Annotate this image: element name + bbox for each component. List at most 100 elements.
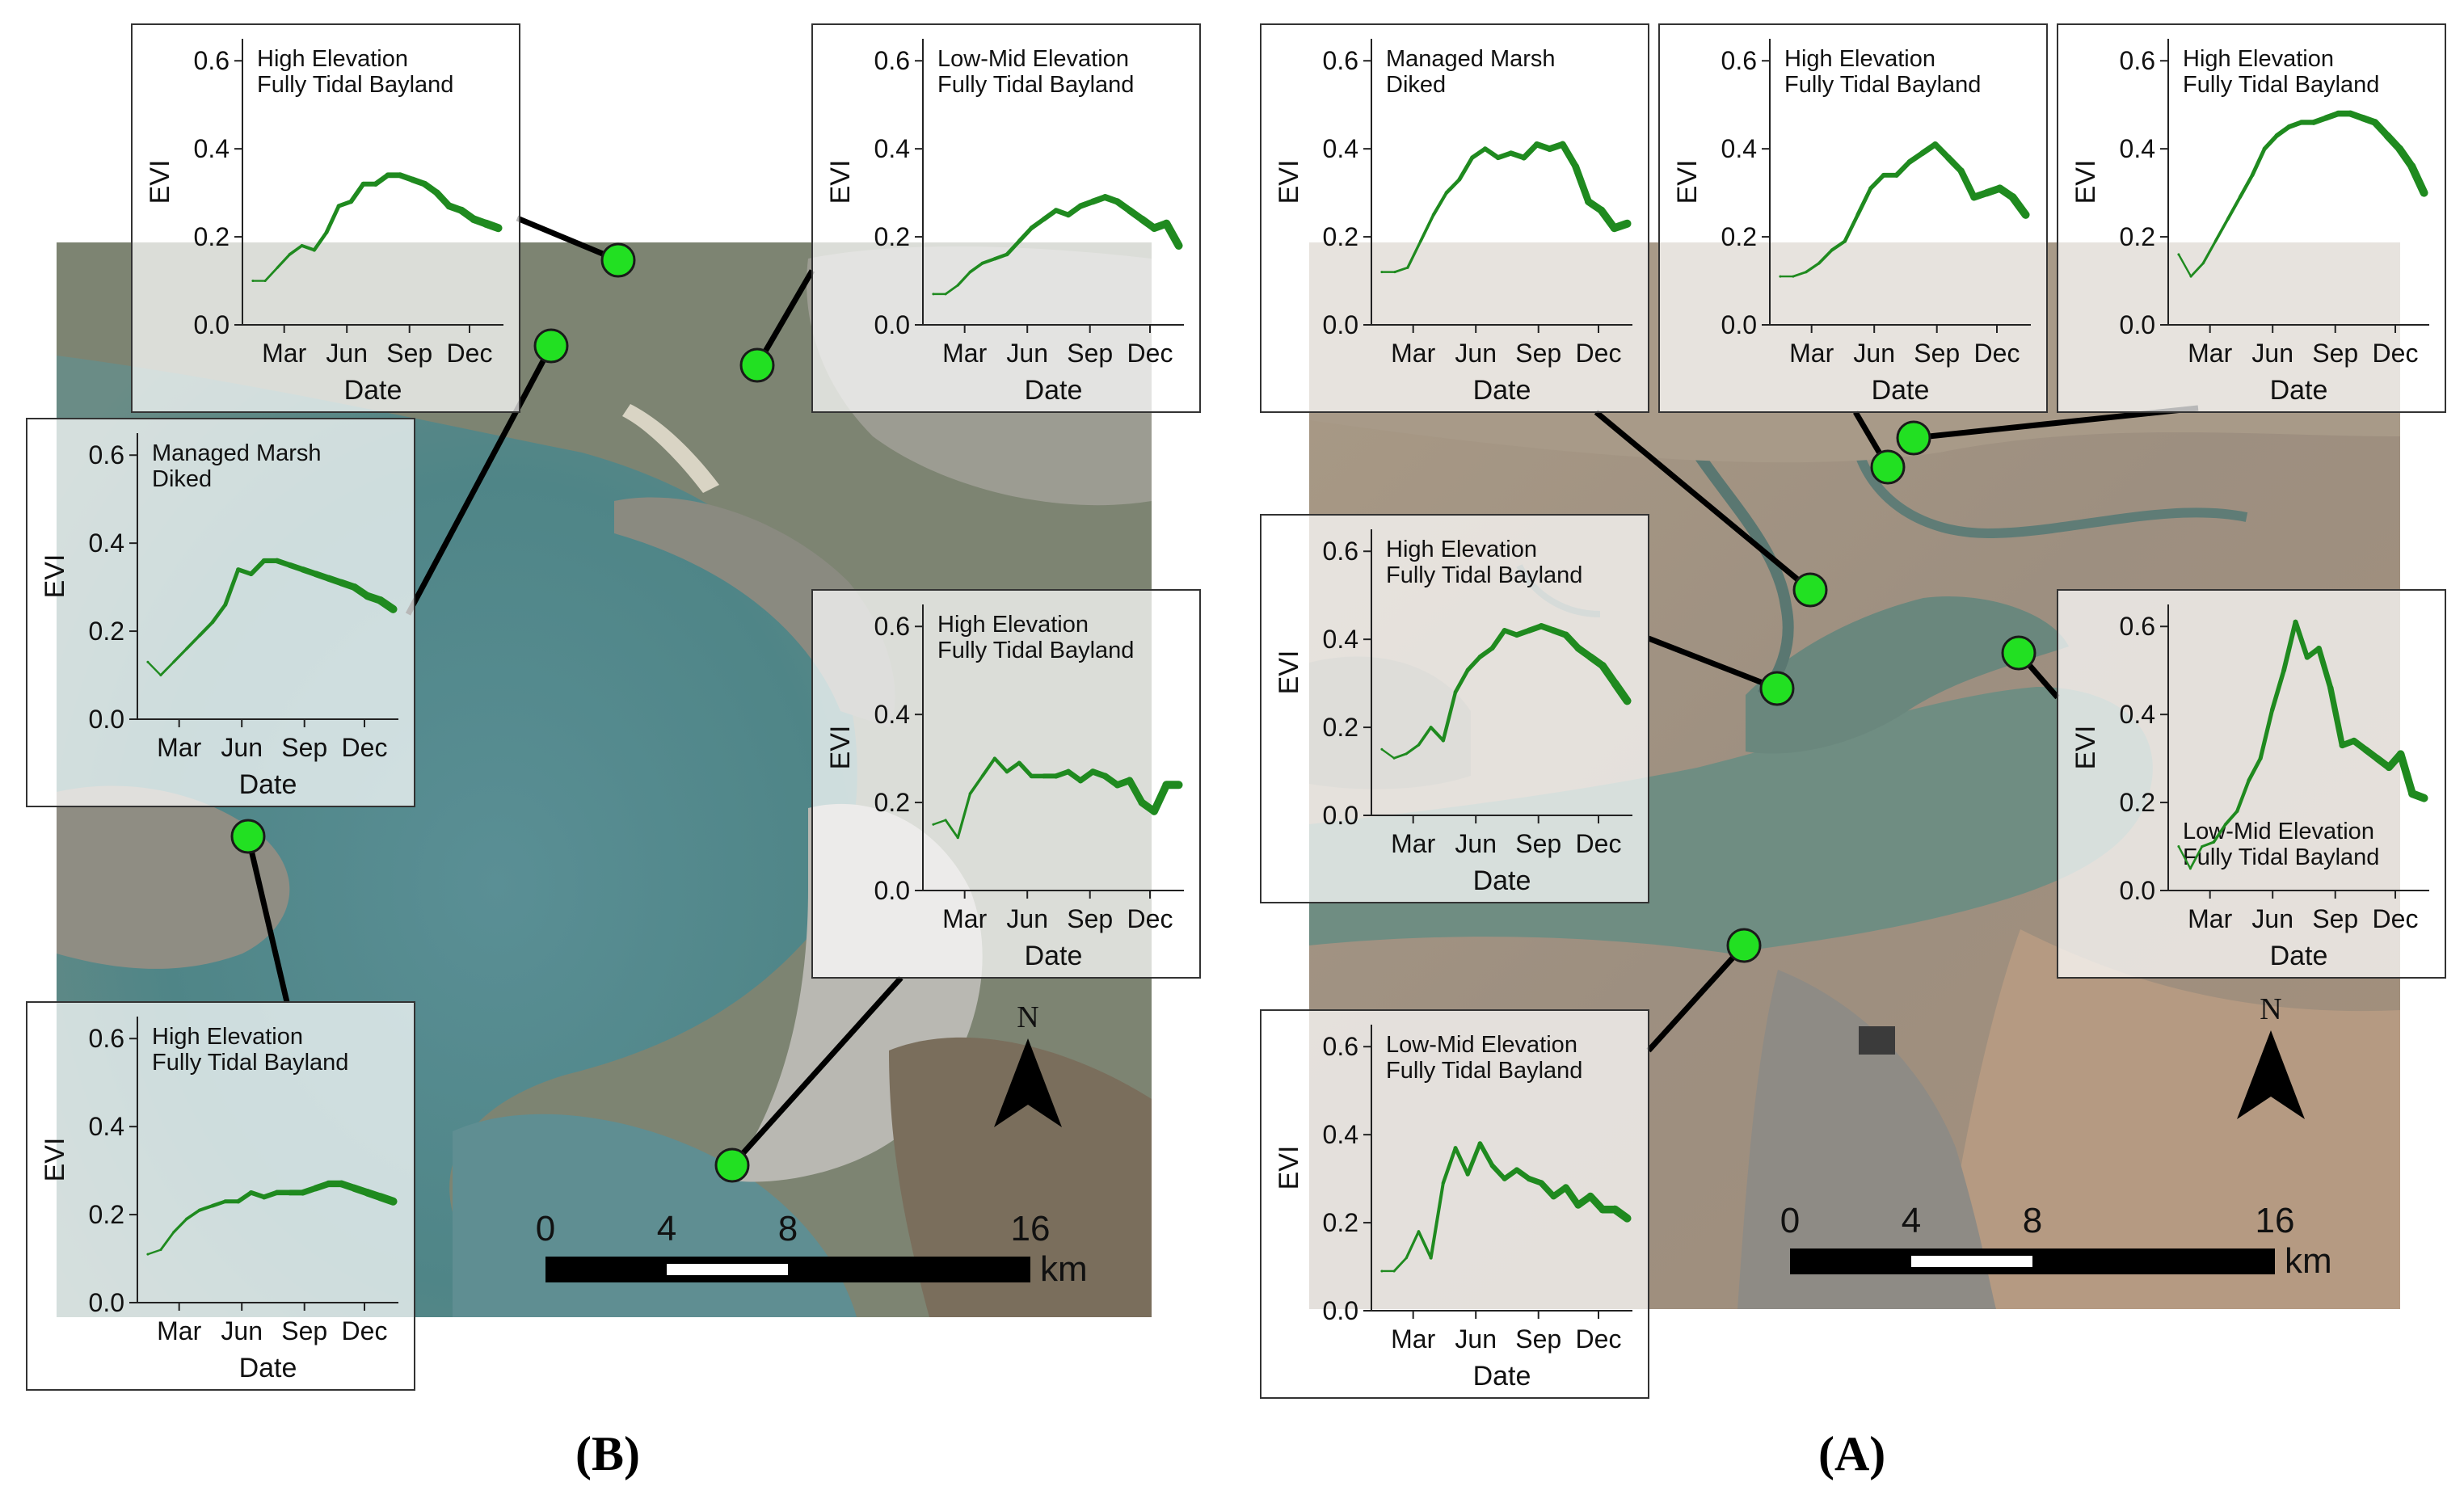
inset-y-tick-label-a6-0: 0.0 (1323, 1296, 1358, 1325)
inset-title-line1-a4: High Elevation (1386, 537, 1537, 562)
inset-a3: 0.0 0.2 0.4 0.6 Mar Jun Sep Dec Date EVI High Elev… (2057, 23, 2446, 413)
inset-x-tick-label-b1-0: Mar (262, 339, 306, 368)
evi-segment-a6-16 (1562, 1184, 1582, 1209)
evi-segment-a2-2 (1792, 271, 1808, 278)
inset-y-tick-label-b3-0: 0.0 (89, 705, 124, 734)
inset-title-line1-a5: Low-Mid Elevation (2183, 819, 2374, 844)
evi-segment-b3-6 (210, 603, 228, 625)
evi-segment-a3-4 (2213, 217, 2230, 243)
inset-x-tick-label-a6-3: Dec (1576, 1324, 1622, 1354)
inset-y-label-b3: EVI (40, 554, 70, 599)
inset-x-tick-label-b2-1: Jun (1006, 339, 1048, 368)
site-marker-a1 (1792, 572, 1828, 608)
inset-b4: 0.0 0.2 0.4 0.6 Mar Jun Sep Dec Date EVI High Elev… (811, 589, 1201, 979)
scale-unit-label-b: km (1040, 1249, 1088, 1289)
inset-title-line2-b2: Fully Tidal Bayland (937, 72, 1134, 98)
inset-title-line2-a4: Fully Tidal Bayland (1386, 562, 1582, 588)
evi-segment-a2-7 (1855, 186, 1873, 217)
inset-x-tick-label-a6-0: Mar (1391, 1324, 1435, 1354)
inset-x-tick-label-a4-0: Mar (1391, 829, 1435, 858)
inset-x-tick-label-b1-1: Jun (326, 339, 368, 368)
site-markers (230, 242, 2036, 1183)
evi-segment-a5-1 (2177, 845, 2192, 870)
evi-segment-a1-12 (1521, 141, 1540, 161)
inset-x-tick-label-a3-1: Jun (2251, 339, 2293, 368)
evi-segment-a5-6 (2235, 778, 2251, 814)
inset-x-tick-label-b2-2: Sep (1067, 339, 1113, 368)
evi-segment-a1-9 (1482, 146, 1501, 160)
evi-segment-b4-17 (1126, 777, 1146, 806)
evi-segment-a2-5 (1830, 239, 1847, 252)
evi-segment-b3-7 (223, 567, 241, 607)
evi-point-a4-20 (1626, 699, 1629, 702)
evi-segment-a1-19 (1610, 219, 1632, 233)
connector-lines (245, 215, 2199, 1168)
evi-segment-a6-10 (1489, 1163, 1507, 1181)
evi-segment-b1-7 (324, 204, 341, 235)
inset-title-line2-a2: Fully Tidal Bayland (1784, 72, 1981, 98)
evi-segment-a6-5 (1429, 1181, 1445, 1260)
inset-y-tick-label-b3-2: 0.4 (89, 528, 124, 558)
inset-x-tick-label-b5-3: Dec (342, 1316, 388, 1345)
evi-segment-a4-9 (1477, 646, 1495, 659)
evi-segment-b3-3 (172, 647, 188, 663)
evi-point-b1-20 (497, 226, 500, 229)
evi-segment-a4-10 (1489, 628, 1507, 651)
inset-title-line2-b1: Fully Tidal Bayland (257, 72, 453, 98)
evi-segment-b2-7 (1005, 239, 1021, 257)
evi-segment-a4-1 (1380, 748, 1396, 760)
evi-segment-b1-3 (276, 253, 292, 269)
inset-title-line1-b5: High Elevation (152, 1024, 303, 1050)
scale-unit-label-a: km (2285, 1241, 2332, 1281)
inset-x-tick-label-a4-2: Sep (1515, 829, 1561, 858)
inset-x-tick-label-a6-2: Sep (1515, 1324, 1561, 1354)
evi-segment-b2-5 (980, 257, 996, 265)
inset-a5: 0.0 0.2 0.4 0.6 Mar Jun Sep Dec Date EVI Low-Mid E… (2057, 589, 2446, 979)
inset-title-line2-a6: Fully Tidal Bayland (1386, 1058, 1582, 1084)
inset-x-tick-label-a5-3: Dec (2373, 904, 2419, 933)
inset-x-tick-label-b2-3: Dec (1127, 339, 1173, 368)
inset-title-line1-a3: High Elevation (2183, 46, 2334, 72)
inset-x-tick-label-b3-3: Dec (342, 733, 388, 762)
scale-tick-label-b-0: 0 (536, 1209, 555, 1248)
inset-x-tick-label-b1-2: Sep (386, 339, 432, 368)
inset-y-tick-label-a5-0: 0.0 (2120, 876, 2155, 905)
inset-x-tick-label-b5-2: Sep (281, 1316, 327, 1345)
inset-y-tick-label-a4-1: 0.2 (1323, 713, 1358, 742)
evi-segment-a5-4 (2212, 823, 2227, 844)
evi-point-b4-20 (1177, 783, 1181, 786)
evi-segment-a5-13 (2315, 645, 2334, 691)
evi-segment-a1-15 (1559, 141, 1579, 171)
inset-title-line1-b1: High Elevation (257, 46, 408, 72)
evi-segment-a1-3 (1406, 239, 1422, 269)
evi-point-a5-21 (2423, 797, 2426, 800)
inset-x-label-b5: Date (239, 1353, 297, 1383)
inset-y-tick-label-b5-1: 0.2 (89, 1200, 124, 1229)
inset-x-label-a5: Date (2270, 941, 2328, 971)
connector-line-b4 (730, 975, 903, 1168)
inset-y-tick-label-b1-0: 0.0 (194, 310, 230, 339)
evi-point-b5-19 (392, 1200, 395, 1203)
evi-segment-a4-2 (1392, 752, 1408, 760)
inset-y-tick-label-b4-0: 0.0 (874, 876, 910, 905)
inset-y-tick-label-b3-3: 0.6 (89, 440, 124, 469)
inset-x-tick-label-b3-1: Jun (221, 733, 263, 762)
evi-segment-b1-6 (312, 230, 329, 252)
inset-y-label-a6: EVI (1274, 1146, 1304, 1190)
inset-a1: 0.0 0.2 0.4 0.6 Mar Jun Sep Dec Date EVI Managed M… (1260, 23, 1649, 413)
north-arrow-b (994, 1038, 1062, 1127)
evi-point-b2-20 (1177, 244, 1181, 247)
inset-panel-a4 (1260, 514, 1649, 903)
north-label-b: N (1017, 1000, 1038, 1034)
inset-y-label-b2: EVI (825, 160, 856, 204)
evi-segment-a1-6 (1444, 178, 1462, 195)
evi-segment-a6-2 (1392, 1257, 1408, 1273)
inset-y-tick-label-b4-2: 0.4 (874, 700, 910, 729)
inset-panel-a3 (2057, 23, 2446, 413)
evi-segment-a5-14 (2327, 684, 2346, 748)
evi-segment-b2-9 (1029, 217, 1047, 230)
inset-y-tick-label-b3-1: 0.2 (89, 617, 124, 646)
evi-segment-a5-5 (2223, 810, 2239, 827)
